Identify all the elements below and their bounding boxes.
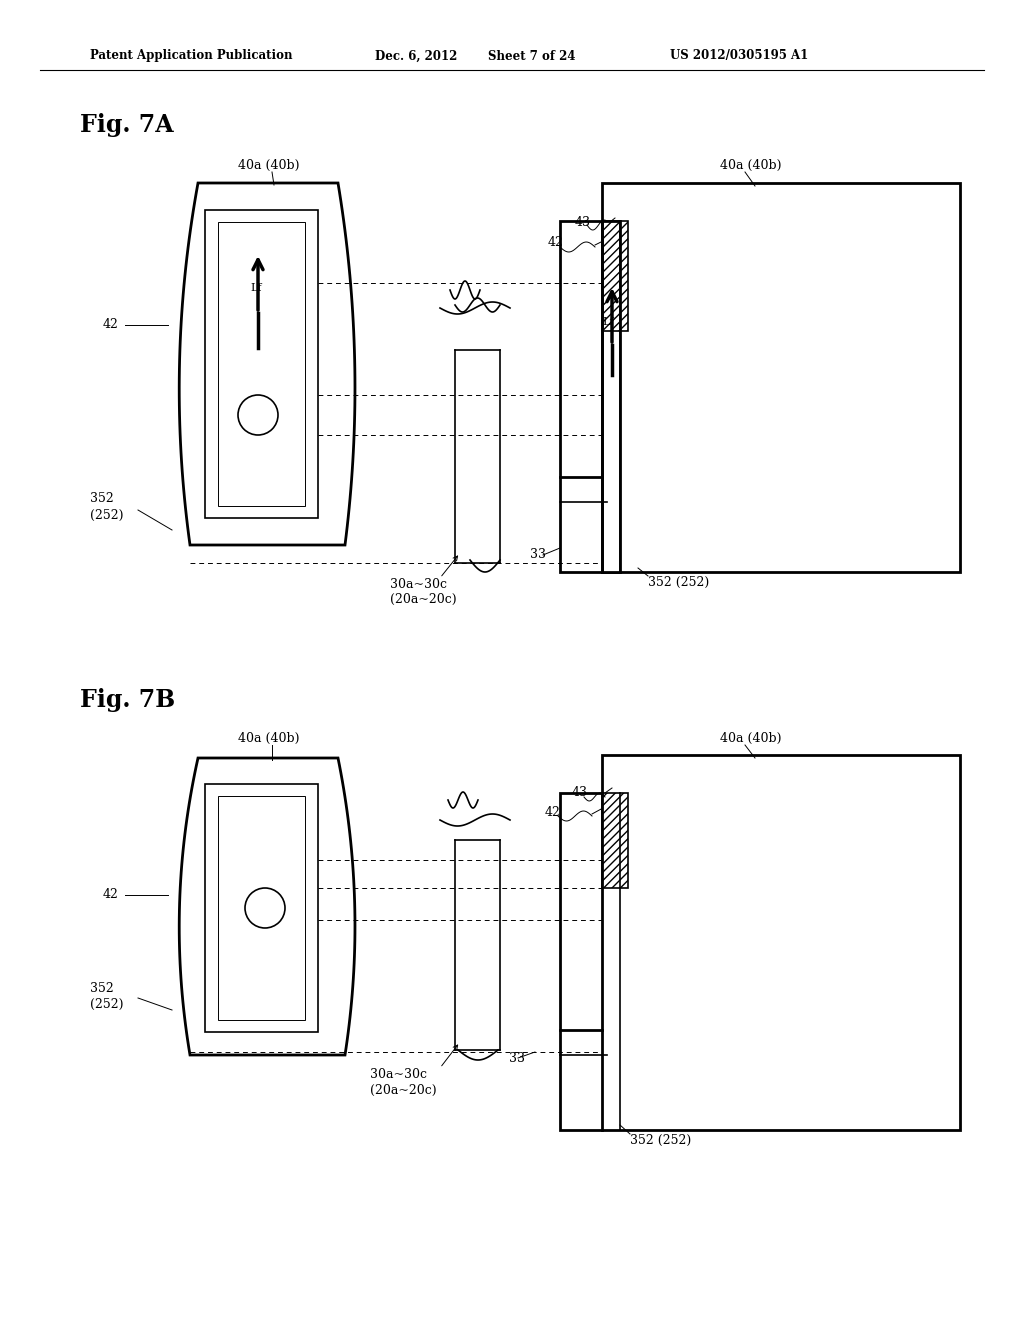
Text: 352 (252): 352 (252) [648,576,710,589]
Text: 40a (40b): 40a (40b) [720,158,781,172]
Text: US 2012/0305195 A1: US 2012/0305195 A1 [670,49,808,62]
Polygon shape [560,183,961,572]
Bar [602,793,628,888]
Text: 43: 43 [575,215,591,228]
Text: 40a (40b): 40a (40b) [720,731,781,744]
Text: 42: 42 [103,888,119,902]
Text: 30a~30c: 30a~30c [390,578,447,590]
Text: 33: 33 [530,549,546,561]
Text: 352 (252): 352 (252) [630,1134,691,1147]
Text: 352: 352 [90,982,114,994]
Text: Lf: Lf [602,317,613,327]
Text: 42: 42 [545,805,561,818]
Text: Lf: Lf [250,282,261,293]
Text: Fig. 7A: Fig. 7A [80,114,174,137]
Bar [602,220,628,331]
Polygon shape [179,758,355,1055]
Bar [602,220,620,572]
Text: (252): (252) [90,998,124,1011]
Polygon shape [560,755,961,1130]
Bar [205,210,318,517]
Text: 30a~30c: 30a~30c [370,1068,427,1081]
Text: 40a (40b): 40a (40b) [238,158,299,172]
Bar [205,784,318,1032]
Text: Sheet 7 of 24: Sheet 7 of 24 [488,49,575,62]
Text: (20a~20c): (20a~20c) [370,1084,436,1097]
Circle shape [238,395,278,436]
Circle shape [245,888,285,928]
Text: 352: 352 [90,491,114,504]
Text: Fig. 7B: Fig. 7B [80,688,175,711]
Bar [218,796,305,1020]
Text: 42: 42 [103,318,119,331]
Polygon shape [179,183,355,545]
Text: 40a (40b): 40a (40b) [238,731,299,744]
Text: 33: 33 [509,1052,525,1064]
Bar [218,222,305,506]
Text: Patent Application Publication: Patent Application Publication [90,49,293,62]
Text: (20a~20c): (20a~20c) [390,593,457,606]
Text: 43: 43 [572,787,588,800]
Text: 42: 42 [548,235,564,248]
Text: (252): (252) [90,508,124,521]
Text: Dec. 6, 2012: Dec. 6, 2012 [375,49,458,62]
